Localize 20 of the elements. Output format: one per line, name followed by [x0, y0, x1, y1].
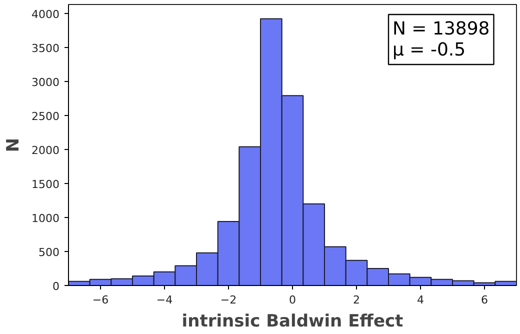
- annotation: μ = -0.5: [392, 40, 466, 60]
- x-axis-title: intrinsic Baldwin Effect: [182, 312, 404, 332]
- x-tick-label: −6: [92, 294, 109, 306]
- y-tick-label: 3500: [32, 42, 60, 55]
- y-tick-label: 0: [52, 280, 60, 293]
- x-tick-label: −4: [156, 294, 173, 306]
- x-tick-label: 4: [417, 294, 424, 306]
- y-tick-label: 4000: [32, 8, 60, 21]
- x-tick-label: 6: [481, 294, 488, 306]
- y-tick-label: 3000: [32, 76, 60, 89]
- y-tick-label: 1500: [32, 178, 60, 191]
- y-tick-label: 500: [38, 246, 60, 259]
- y-axis-title: N: [4, 138, 24, 152]
- x-tick-label: 0: [289, 294, 296, 306]
- annotation: N = 13898: [392, 18, 490, 40]
- y-tick-label: 1000: [32, 212, 60, 225]
- y-tick-label: 2000: [32, 144, 60, 157]
- y-tick-label: 2500: [32, 110, 60, 123]
- x-tick-label: 2: [353, 294, 360, 306]
- x-tick-label: −2: [220, 294, 237, 306]
